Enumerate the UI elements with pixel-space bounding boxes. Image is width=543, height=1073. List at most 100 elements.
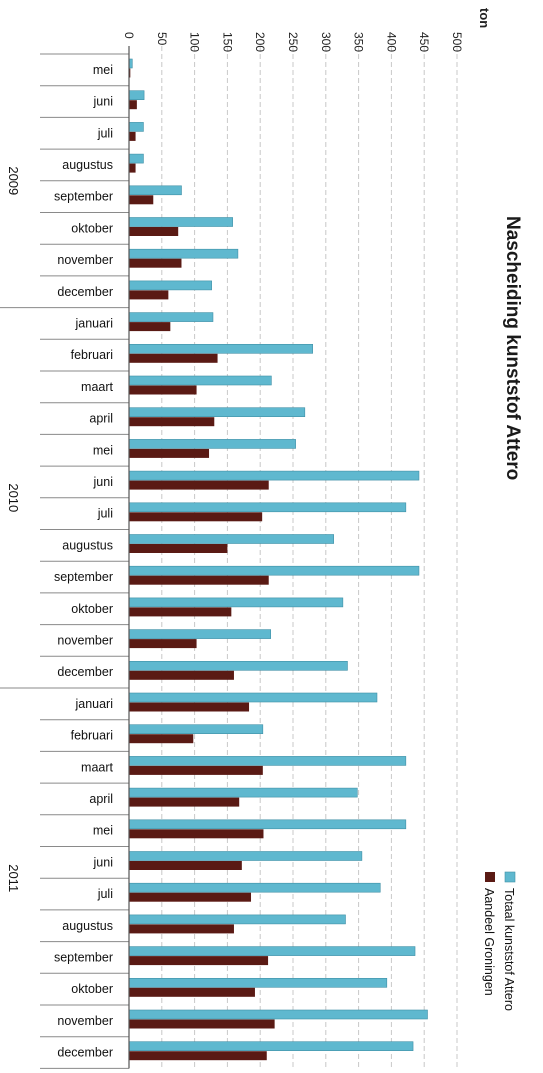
bar-totaal [128, 597, 344, 608]
category-label: mei [93, 824, 113, 838]
category-label: juni [93, 855, 113, 869]
bar-totaal [128, 565, 420, 576]
category-label: mei [93, 63, 113, 77]
bar-totaal [128, 407, 306, 418]
legend-label: Aandeel Groningen [482, 888, 496, 996]
bar-aandeel [129, 227, 179, 236]
bar-aandeel [129, 100, 137, 110]
legend: Totaal kunststof Attero Aandeel Groningen [482, 871, 516, 1011]
bar-totaal [128, 343, 313, 354]
bar-aandeel [129, 702, 250, 712]
category-label: oktober [71, 602, 113, 616]
year-label: 2009 [6, 166, 21, 195]
tick-label: 300 [319, 32, 333, 52]
tick-label: 450 [417, 32, 431, 52]
bar-aandeel [129, 448, 210, 458]
tick-label: 50 [155, 32, 169, 46]
bar-totaal [128, 946, 416, 956]
bar-aandeel [129, 68, 131, 78]
bar-totaal [128, 470, 420, 481]
bar-aandeel [129, 639, 197, 649]
bar-aandeel [129, 861, 242, 870]
bar-aandeel [129, 892, 252, 902]
bar-aandeel [129, 765, 263, 775]
bar-totaal [128, 312, 214, 322]
category-label: juli [97, 507, 113, 521]
category-label: juni [93, 475, 113, 489]
bar-aandeel [129, 987, 255, 997]
tick-label: 150 [220, 32, 234, 52]
category-label: februari [71, 729, 113, 743]
bar-totaal [128, 534, 334, 544]
category-label: september [54, 950, 113, 964]
category-label: maart [81, 760, 113, 774]
category-label: september [54, 570, 113, 584]
bar-totaal [128, 882, 381, 893]
bar-totaal [128, 280, 212, 291]
category-label: januari [74, 316, 113, 330]
plot-area: 0 50 100 150 200 250 300 350 400 450 500 2009 2010 20… [0, 32, 464, 1069]
bar-aandeel [129, 797, 240, 807]
tick-label: 250 [286, 32, 300, 52]
bar-totaal [128, 1041, 414, 1051]
bar-totaal [128, 977, 388, 988]
bar-aandeel [129, 480, 269, 490]
bar-aandeel [129, 258, 182, 268]
bar-totaal [128, 724, 264, 735]
tick-label: 350 [352, 32, 366, 52]
category-label: december [57, 285, 113, 299]
bar-totaal [128, 122, 144, 132]
bar-totaal [128, 185, 182, 196]
bar-aandeel [129, 829, 264, 839]
value-axis-unit: ton [477, 8, 492, 28]
legend-swatch [485, 872, 495, 882]
bar-totaal [128, 914, 346, 925]
bar-aandeel [129, 575, 269, 585]
category-label: november [57, 253, 113, 267]
category-label: augustus [62, 919, 113, 933]
bar-totaal [128, 439, 296, 449]
category-label: augustus [62, 538, 113, 552]
bar-aandeel [129, 1019, 275, 1029]
category-label: mei [93, 443, 113, 457]
bar-aandeel [129, 1051, 267, 1061]
category-label: november [57, 633, 113, 647]
category-label: april [89, 792, 113, 806]
bar-totaal [128, 217, 233, 227]
bar-aandeel [129, 512, 263, 522]
year-label: 2011 [6, 864, 21, 892]
bar-totaal [128, 851, 363, 861]
bar-aandeel [129, 322, 171, 332]
bar-aandeel [129, 417, 215, 427]
legend-swatch [504, 871, 516, 883]
bar-totaal [128, 502, 407, 513]
tick-label: 0 [122, 32, 136, 39]
bar-totaal [128, 153, 144, 164]
tick-label: 400 [384, 32, 398, 52]
category-label: april [89, 412, 113, 426]
category-label: maart [81, 380, 113, 394]
category-label: januari [74, 697, 113, 711]
category-label: juli [97, 126, 113, 140]
bar-aandeel [129, 924, 234, 934]
bar-totaal [128, 756, 407, 766]
category-label: februari [71, 348, 113, 362]
category-label: augustus [62, 158, 113, 172]
category-label: juli [97, 887, 113, 901]
bar-totaal [128, 787, 358, 798]
year-label: 2010 [6, 483, 21, 512]
category-label: september [54, 190, 113, 204]
category-label: oktober [71, 982, 113, 996]
tick-label: 200 [253, 32, 267, 52]
bar-aandeel [129, 163, 136, 173]
tick-label: 100 [188, 32, 202, 52]
category-label: juni [93, 95, 113, 109]
bar-aandeel [129, 290, 169, 300]
category-label: oktober [71, 221, 113, 235]
bar-aandeel [129, 385, 197, 395]
bar-totaal [128, 90, 145, 100]
chart-title: Nascheiding kunststof Attero [502, 216, 523, 480]
bar-totaal [128, 248, 239, 259]
bar-totaal [128, 660, 348, 671]
